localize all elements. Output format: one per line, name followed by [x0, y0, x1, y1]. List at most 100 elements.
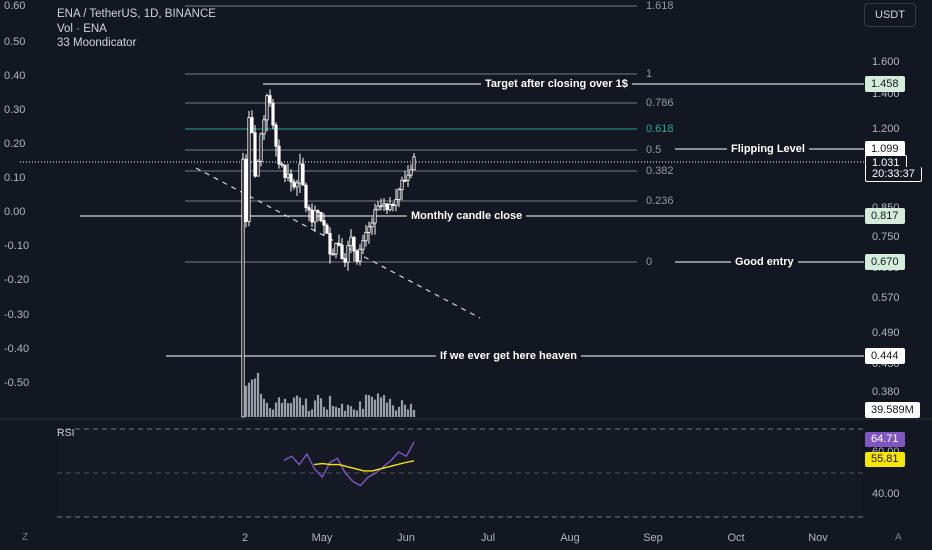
candle-body — [295, 182, 299, 188]
left-axis-label: 0.40 — [4, 70, 26, 82]
candle-body — [364, 231, 368, 242]
candle-body — [403, 179, 407, 182]
candle-body — [385, 203, 389, 211]
volume-bar — [283, 398, 287, 417]
target-price-tag: 1.458 — [865, 76, 905, 92]
volume-bar — [397, 406, 401, 417]
chart-legend: ENA / TetherUS, 1D, BINANCE Vol · ENA 33… — [57, 7, 216, 51]
volume-bar — [322, 406, 326, 417]
candle-body — [409, 169, 413, 176]
candle-body — [265, 95, 269, 121]
candle-body — [346, 245, 350, 263]
volume-bar — [328, 395, 332, 417]
time-axis-label: Oct — [727, 532, 745, 544]
volume-bar — [307, 410, 311, 417]
volume-bar — [385, 402, 389, 417]
right-axis-label: 0.490 — [872, 327, 900, 339]
volume-bar — [259, 393, 263, 417]
volume-bar — [292, 397, 296, 417]
left-axis-label: 0.50 — [4, 36, 26, 48]
candlesticks — [241, 89, 416, 418]
volume-bar — [370, 396, 374, 417]
time-axis-label: May — [311, 532, 333, 544]
right-axis-label: 0.750 — [872, 231, 900, 243]
time-axis-label: Nov — [808, 532, 828, 544]
rsi-legend[interactable]: RSI — [57, 427, 75, 439]
candle-body — [316, 210, 320, 213]
time-axis-label: Jun — [397, 532, 415, 544]
left-axis-label: -0.20 — [4, 274, 30, 286]
indicator-legend[interactable]: 33 Moondicator — [57, 37, 137, 49]
left-axis-label: 0.10 — [4, 172, 26, 184]
good-entry-annotation[interactable]: Good entry — [731, 256, 798, 268]
fib-label-05: 0.5 — [646, 144, 662, 156]
left-axis-label: -0.10 — [4, 240, 30, 252]
left-axis-label: 0.30 — [4, 104, 26, 116]
candle-body — [286, 173, 290, 178]
volume-bar — [280, 402, 284, 417]
volume-bar — [358, 401, 362, 417]
monthly-price-tag: 0.817 — [865, 208, 905, 224]
candle-body — [397, 189, 401, 200]
volume-bar — [331, 405, 335, 417]
candle-body — [349, 236, 353, 247]
candle-body — [412, 156, 416, 171]
volume-bar — [313, 400, 317, 417]
candle-body — [370, 222, 374, 228]
candle-body — [247, 117, 251, 222]
time-axis-label: Aug — [560, 532, 580, 544]
left-axis-label: -0.50 — [4, 377, 30, 389]
candle-body — [343, 258, 347, 263]
volume-bar — [406, 409, 410, 417]
candle-body — [400, 179, 404, 190]
rsi-pane — [57, 428, 863, 518]
time-axis-label: Sep — [643, 532, 663, 544]
symbol-title[interactable]: ENA / TetherUS, 1D, BINANCE — [57, 8, 216, 20]
heaven-price-tag: 0.444 — [865, 348, 905, 364]
candle-body — [361, 240, 365, 250]
candle-body — [406, 174, 410, 181]
candle-body — [337, 242, 341, 246]
volume-bar — [409, 403, 413, 417]
volume-bar — [286, 403, 290, 417]
target-annotation[interactable]: Target after closing over 1$ — [481, 78, 632, 90]
volume-bar — [271, 409, 275, 417]
candle-body — [307, 207, 311, 211]
currency-button[interactable]: USDT — [864, 3, 916, 27]
rsi-value-tag: 64.71 — [865, 432, 905, 447]
volume-bar — [304, 398, 308, 417]
fib-label-1618: 1.618 — [646, 0, 674, 12]
time-axis-label: Jul — [480, 532, 496, 544]
volume-bar — [361, 408, 365, 417]
volume-bar — [253, 378, 257, 417]
volume-bar — [268, 408, 272, 417]
candle-body — [376, 205, 380, 211]
candle-body — [355, 250, 359, 262]
volume-bar — [310, 409, 314, 417]
volume-bar — [346, 404, 350, 417]
candle-body — [367, 226, 371, 233]
flipping-annotation[interactable]: Flipping Level — [727, 143, 809, 155]
candle-body — [262, 119, 266, 135]
auto-scale-toggle[interactable]: A — [895, 532, 902, 543]
volume-bar — [250, 379, 254, 417]
log-scale-toggle[interactable]: Z — [22, 532, 29, 543]
volume-bar — [367, 395, 371, 417]
rsi-ma-line — [313, 460, 415, 472]
candle-body — [304, 184, 308, 209]
monthly-annotation[interactable]: Monthly candle close — [407, 210, 527, 222]
candle-body — [289, 173, 293, 183]
candle-body — [391, 204, 395, 206]
volume-bar — [340, 403, 344, 417]
candle-body — [340, 244, 344, 260]
candle-body — [268, 95, 272, 104]
candle-body — [256, 160, 260, 177]
heaven-annotation[interactable]: If we ever get here heaven — [436, 350, 581, 362]
volume-tag: 39.589M — [865, 402, 920, 418]
candle-body — [253, 132, 257, 177]
volume-bar — [382, 395, 386, 417]
candle-body — [373, 209, 377, 224]
volume-bar — [352, 409, 356, 417]
volume-legend[interactable]: Vol · ENA — [57, 22, 107, 35]
